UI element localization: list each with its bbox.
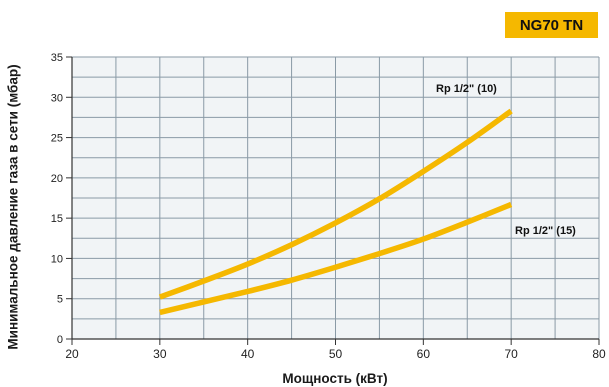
series-lines: [158, 108, 513, 316]
series-line-15: [159, 201, 513, 316]
y-tick-label: 30: [51, 92, 63, 104]
x-tick-label: 30: [153, 347, 167, 361]
y-tick-label: 15: [51, 213, 63, 225]
y-tick-label: 5: [57, 294, 63, 306]
x-tick-labels: 20 30 40 50 60 70 80: [65, 339, 606, 361]
y-tick-labels: 0 5 10 15 20 25 30 35: [51, 52, 72, 346]
series-label-15: Rp 1/2" (15): [515, 225, 576, 237]
y-tick-label: 25: [51, 133, 63, 145]
grid: [71, 56, 600, 340]
x-tick-label: 40: [241, 347, 255, 361]
y-tick-label: 35: [51, 52, 63, 64]
y-tick-label: 10: [51, 253, 63, 265]
x-tick-label: 20: [65, 347, 79, 361]
y-axis-label: Минимальное давление газа в сети (мбар): [5, 64, 21, 350]
x-tick-label: 50: [329, 347, 343, 361]
x-axis-label: Мощность (кВт): [282, 371, 387, 386]
y-tick-label: 20: [51, 173, 63, 185]
model-badge: NG70 TN: [505, 12, 598, 38]
x-tick-label: 80: [592, 347, 606, 361]
x-tick-label: 60: [417, 347, 431, 361]
x-tick-label: 70: [504, 347, 518, 361]
series-label-10: Rp 1/2" (10): [436, 83, 497, 95]
series-line-10: [158, 108, 513, 300]
y-tick-label: 0: [57, 334, 63, 346]
